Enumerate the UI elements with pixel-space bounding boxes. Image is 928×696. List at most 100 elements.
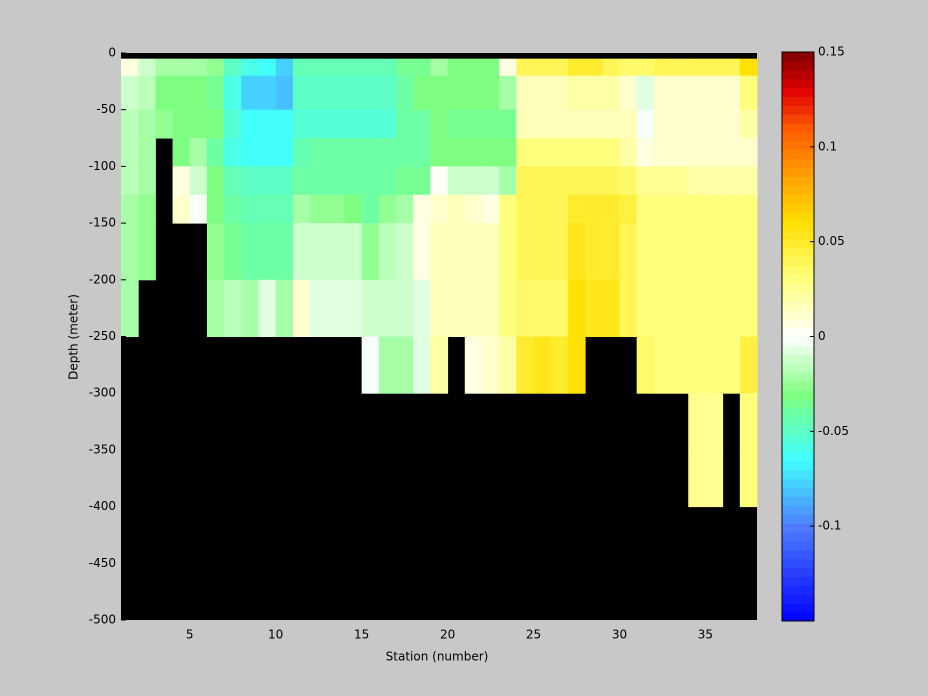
heatmap-cell [739,138,758,167]
heatmap-cell [636,336,655,394]
colorbar-swatch [782,60,814,71]
heatmap-cell [705,449,724,508]
heatmap-cell [361,223,380,281]
heatmap-cell [430,166,449,196]
heatmap-cell [567,75,586,111]
heatmap-cell [464,279,483,337]
x-axis-label: Station (number) [386,650,489,664]
colorbar-swatch [782,363,814,373]
heatmap-cell [671,336,689,394]
heatmap-cell [688,138,706,167]
heatmap-cell [533,279,552,337]
heatmap-cell [189,194,208,224]
colorbar-tick-label: -0.1 [818,519,841,533]
heatmap-cell [688,166,706,196]
heatmap-cell [241,58,260,77]
heatmap-cell [138,194,156,224]
heatmap-cell [653,194,672,224]
colorbar-swatch [782,78,814,89]
heatmap-cell [481,138,500,167]
heatmap-cell [533,223,552,281]
heatmap-cell [585,194,603,224]
colorbar-swatch [782,389,814,400]
heatmap-cell [688,75,706,111]
heatmap-cell [241,279,260,337]
colorbar-swatch [782,132,814,142]
colorbar-tick-label: -0.05 [818,424,849,438]
heatmap-cell [327,223,345,281]
heatmap-cell [344,166,363,196]
heatmap-cell [344,194,363,224]
heatmap-cell [224,58,242,77]
y-tick-label: -50 [96,102,116,116]
colorbar-swatch [782,452,814,462]
heatmap-cell [344,109,363,139]
colorbar-swatch [782,612,814,622]
heatmap-cell [206,223,225,281]
heatmap-cell [653,336,672,394]
heatmap-cell [533,194,552,224]
colorbar-swatch [782,274,814,284]
heatmap-cell [705,109,724,139]
heatmap-cell [636,279,655,337]
heatmap-cell [602,166,620,196]
heatmap-cell [413,279,431,337]
heatmap-cell [121,223,139,281]
heatmap-cell [516,109,535,139]
colorbar-tick-label: 0 [818,329,826,343]
heatmap-cell [224,194,242,224]
colorbar-swatch [782,309,814,320]
heatmap-cell [241,166,260,196]
heatmap-cell [396,279,414,337]
heatmap-cell [447,58,466,77]
heatmap-cell [310,166,328,196]
heatmap-cell [567,138,586,167]
heatmap-cell [619,279,638,337]
colorbar-swatch [782,567,814,578]
heatmap-cell [378,109,397,139]
heatmap-cell [396,336,414,394]
heatmap-cell [481,336,500,394]
heatmap-cell [671,279,689,337]
heatmap-cell [361,138,380,167]
heatmap-cell [585,75,603,111]
heatmap-cell [516,75,535,111]
heatmap-cell [516,223,535,281]
heatmap-cell [172,138,191,167]
heatmap-cell [310,279,328,337]
heatmap-cell [481,58,500,77]
colorbar-swatch [782,594,814,604]
colorbar-swatch [782,185,814,195]
heatmap-cell [464,166,483,196]
heatmap-cell [653,138,672,167]
heatmap-cell [121,138,139,167]
heatmap-cell [722,194,741,224]
heatmap-cell [275,279,294,337]
colorbar-swatch [782,52,814,62]
heatmap-cell [396,194,414,224]
heatmap-cell [327,194,345,224]
heatmap-cell [671,109,689,139]
heatmap-cell [258,138,277,167]
y-tick-label: -450 [89,556,116,570]
heatmap-cell [636,138,655,167]
heatmap-cell [396,109,414,139]
colorbar-swatch [782,247,814,257]
colorbar-swatch [782,194,814,204]
heatmap-cell [516,279,535,337]
heatmap-cell [361,194,380,224]
heatmap-cell [413,336,431,394]
heatmap-cell [241,223,260,281]
heatmap-cell [138,75,156,111]
heatmap-cell [378,75,397,111]
heatmap-cell [602,109,620,139]
heatmap-cell [430,138,449,167]
heatmap-cell [499,336,517,394]
colorbar-swatch [782,487,814,498]
heatmap-cell [550,58,569,77]
heatmap-cell [224,223,242,281]
heatmap-cell [619,138,638,167]
heatmap-cell [567,223,586,281]
y-tick-label: -200 [89,272,116,286]
